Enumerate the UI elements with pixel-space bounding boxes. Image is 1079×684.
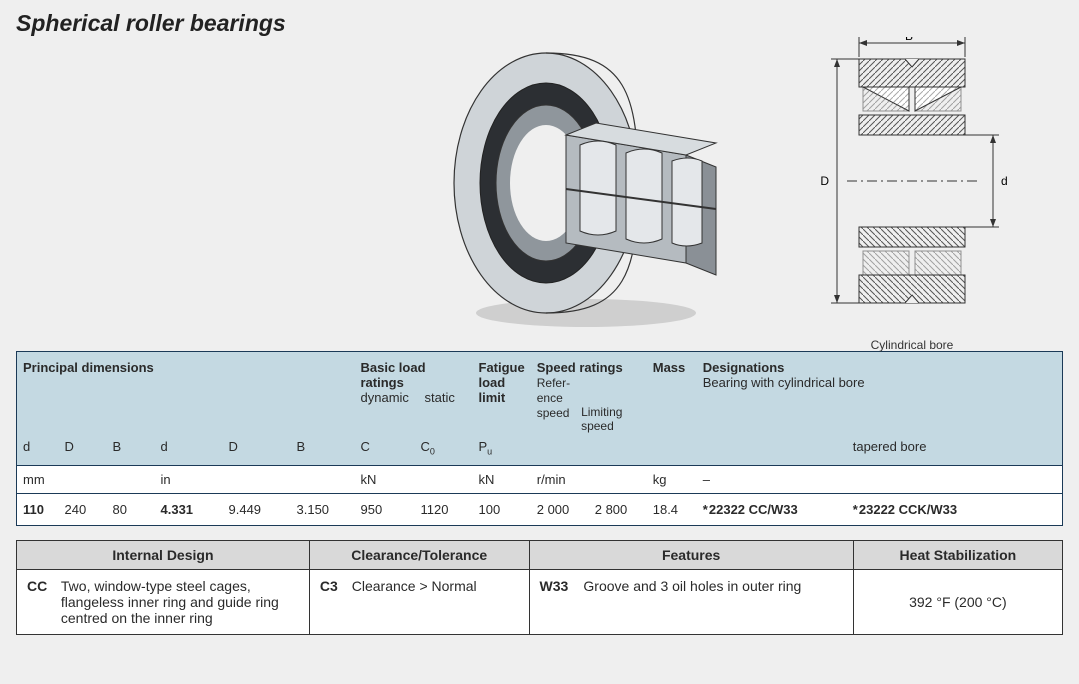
unit-in: in — [155, 465, 355, 493]
dim-label-b: B — [905, 37, 913, 43]
cell-internal: CC Two, window-type steel cages, flangel… — [17, 569, 310, 634]
unit-mm: mm — [17, 465, 155, 493]
hdr-desig-cyl: Bearing with cylindrical bore — [703, 375, 865, 390]
cell-features: W33 Groove and 3 oil holes in outer ring — [529, 569, 853, 634]
val-mass: 18.4 — [647, 493, 697, 525]
val-C: 950 — [355, 493, 415, 525]
hdr-mass: Mass — [647, 352, 697, 437]
hdr-desig-text: Designations — [703, 360, 785, 375]
data-row: 110 240 80 4.331 9.449 3.150 950 1120 10… — [17, 493, 1063, 525]
val-B-in: 3.150 — [291, 493, 355, 525]
features-desc: Groove and 3 oil holes in outer ring — [583, 578, 840, 594]
hdr-heat: Heat Stabilization — [853, 540, 1062, 569]
bearing-3d-image — [426, 35, 726, 335]
internal-desc: Two, window-type steel cages, flangeless… — [61, 578, 297, 626]
cross-section-drawing: B — [797, 37, 1027, 347]
val-C0: 1120 — [415, 493, 473, 525]
clearance-code: C3 — [320, 578, 348, 594]
hdr-basic-load: Basic load ratings dynamic static — [355, 352, 473, 437]
hdr-static: static — [413, 390, 455, 405]
hdr-dynamic: dynamic — [361, 390, 409, 405]
unit-dash: – — [697, 465, 1063, 493]
val-D-mm: 240 — [59, 493, 107, 525]
internal-code: CC — [27, 578, 57, 594]
col-desig-tap: tapered bore — [847, 436, 1063, 465]
hdr-internal: Internal Design — [17, 540, 310, 569]
hdr-speed-text: Speed ratings — [537, 360, 623, 375]
unit-kN: kN — [355, 465, 473, 493]
col-C: C — [355, 436, 415, 465]
hdr-principal: Principal dimensions — [17, 352, 355, 437]
page-title: Spherical roller bearings — [16, 10, 1063, 37]
val-lim-speed: 2 800 — [589, 493, 647, 525]
val-D-in: 9.449 — [223, 493, 291, 525]
val-ref-speed: 2 000 — [531, 493, 589, 525]
features-table: Internal Design Clearance/Tolerance Feat… — [16, 540, 1063, 635]
unit-kg: kg — [647, 465, 697, 493]
hdr-basic-load-text: Basic load ratings — [361, 360, 426, 390]
col-C0: C0 — [415, 436, 473, 465]
hdr-speed: Speed ratings Refer-encespeed Limitingsp… — [531, 352, 647, 437]
col-Pu: Pu — [473, 436, 531, 465]
val-B-mm: 80 — [107, 493, 155, 525]
hdr-clearance: Clearance/Tolerance — [309, 540, 529, 569]
dim-label-d: d — [1001, 174, 1008, 188]
col-d-in: d — [155, 436, 223, 465]
col-D-in: D — [223, 436, 291, 465]
dimensions-table: Principal dimensions Basic load ratings … — [16, 351, 1063, 526]
cell-heat: 392 °F (200 °C) — [853, 569, 1062, 634]
val-Pu: 100 — [473, 493, 531, 525]
col-B-mm: B — [107, 436, 155, 465]
val-desig-tap: * 23222 CCK/W33 — [847, 493, 1063, 525]
clearance-desc: Clearance > Normal — [352, 578, 477, 594]
val-d-in: 4.331 — [155, 493, 223, 525]
hero-graphics: B — [16, 41, 1063, 351]
dim-label-D: D — [820, 174, 829, 188]
col-lim-speed — [589, 436, 647, 465]
drawing-caption: Cylindrical bore — [797, 338, 1027, 352]
hdr-fatigue: Fatigue load limit — [473, 352, 531, 437]
cell-clearance: C3 Clearance > Normal — [309, 569, 529, 634]
unit-rmin: r/min — [531, 465, 647, 493]
col-ref-speed — [531, 436, 589, 465]
val-desig-cyl: * 22322 CC/W33 — [697, 493, 847, 525]
val-d-mm: 110 — [17, 493, 59, 525]
col-desig-cyl — [697, 436, 847, 465]
units-row: mm in kN kN r/min kg – — [17, 465, 1063, 493]
col-D-mm: D — [59, 436, 107, 465]
features-code: W33 — [540, 578, 580, 594]
col-d-mm: d — [17, 436, 59, 465]
hdr-features: Features — [529, 540, 853, 569]
col-mass — [647, 436, 697, 465]
hdr-designations: Designations Bearing with cylindrical bo… — [697, 352, 1063, 437]
unit-kN2: kN — [473, 465, 531, 493]
col-B-in: B — [291, 436, 355, 465]
